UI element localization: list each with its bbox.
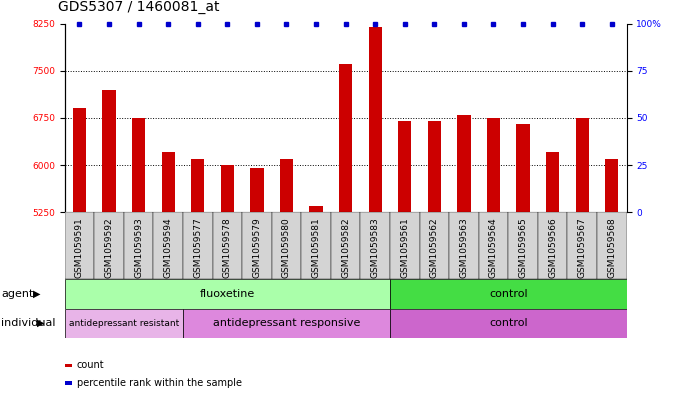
Text: GSM1059592: GSM1059592 — [105, 218, 114, 278]
Bar — [419, 212, 449, 279]
Bar — [280, 159, 293, 212]
Bar — [605, 159, 618, 212]
Bar — [575, 118, 589, 212]
Bar — [242, 212, 272, 279]
Text: GSM1059563: GSM1059563 — [460, 218, 469, 278]
Bar — [516, 124, 530, 212]
Bar — [65, 279, 390, 309]
Text: GSM1059594: GSM1059594 — [163, 218, 173, 278]
Bar — [457, 115, 471, 212]
Bar — [161, 152, 175, 212]
Bar — [272, 212, 301, 279]
Bar — [65, 212, 94, 279]
Bar — [94, 212, 124, 279]
Bar — [360, 212, 390, 279]
Bar — [390, 212, 419, 279]
Text: GSM1059566: GSM1059566 — [548, 218, 557, 278]
Text: percentile rank within the sample: percentile rank within the sample — [77, 378, 242, 388]
Bar — [153, 212, 183, 279]
Bar — [183, 212, 212, 279]
Text: ▶: ▶ — [33, 289, 40, 299]
Bar — [567, 212, 597, 279]
Text: antidepressant responsive: antidepressant responsive — [212, 318, 360, 328]
Bar — [368, 27, 382, 212]
Bar — [309, 206, 323, 212]
Text: GDS5307 / 1460081_at: GDS5307 / 1460081_at — [58, 0, 219, 14]
Bar — [73, 108, 86, 212]
Text: GSM1059579: GSM1059579 — [253, 218, 262, 278]
Text: GSM1059565: GSM1059565 — [518, 218, 528, 278]
Bar — [428, 121, 441, 212]
Text: count: count — [77, 360, 105, 371]
Text: GSM1059580: GSM1059580 — [282, 218, 291, 278]
Text: antidepressant resistant: antidepressant resistant — [69, 319, 179, 328]
Bar — [331, 212, 360, 279]
Text: GSM1059577: GSM1059577 — [193, 218, 202, 278]
Text: GSM1059583: GSM1059583 — [370, 218, 380, 278]
Text: GSM1059582: GSM1059582 — [341, 218, 350, 278]
Text: GSM1059561: GSM1059561 — [400, 218, 409, 278]
Bar — [390, 279, 627, 309]
Text: GSM1059593: GSM1059593 — [134, 218, 143, 278]
Bar — [479, 212, 508, 279]
Text: agent: agent — [1, 289, 34, 299]
Bar — [102, 90, 116, 212]
Bar — [124, 212, 153, 279]
Bar — [398, 121, 411, 212]
Bar — [250, 168, 264, 212]
Bar — [183, 309, 390, 338]
Text: GSM1059578: GSM1059578 — [223, 218, 232, 278]
Bar — [597, 212, 627, 279]
Bar — [132, 118, 145, 212]
Bar — [508, 212, 538, 279]
Bar — [538, 212, 567, 279]
Text: GSM1059591: GSM1059591 — [75, 218, 84, 278]
Text: GSM1059564: GSM1059564 — [489, 218, 498, 278]
Text: GSM1059567: GSM1059567 — [577, 218, 586, 278]
Text: individual: individual — [1, 318, 56, 328]
Bar — [546, 152, 559, 212]
Bar — [301, 212, 331, 279]
Bar — [65, 309, 183, 338]
Bar — [390, 309, 627, 338]
Bar — [212, 212, 242, 279]
Bar — [221, 165, 234, 212]
Bar — [487, 118, 500, 212]
Text: fluoxetine: fluoxetine — [200, 289, 255, 299]
Text: GSM1059562: GSM1059562 — [430, 218, 439, 278]
Text: control: control — [489, 289, 528, 299]
Text: ▶: ▶ — [37, 318, 44, 328]
Bar — [339, 64, 352, 212]
Text: control: control — [489, 318, 528, 328]
Text: GSM1059581: GSM1059581 — [311, 218, 321, 278]
Bar — [449, 212, 479, 279]
Text: GSM1059568: GSM1059568 — [607, 218, 616, 278]
Bar — [191, 159, 204, 212]
